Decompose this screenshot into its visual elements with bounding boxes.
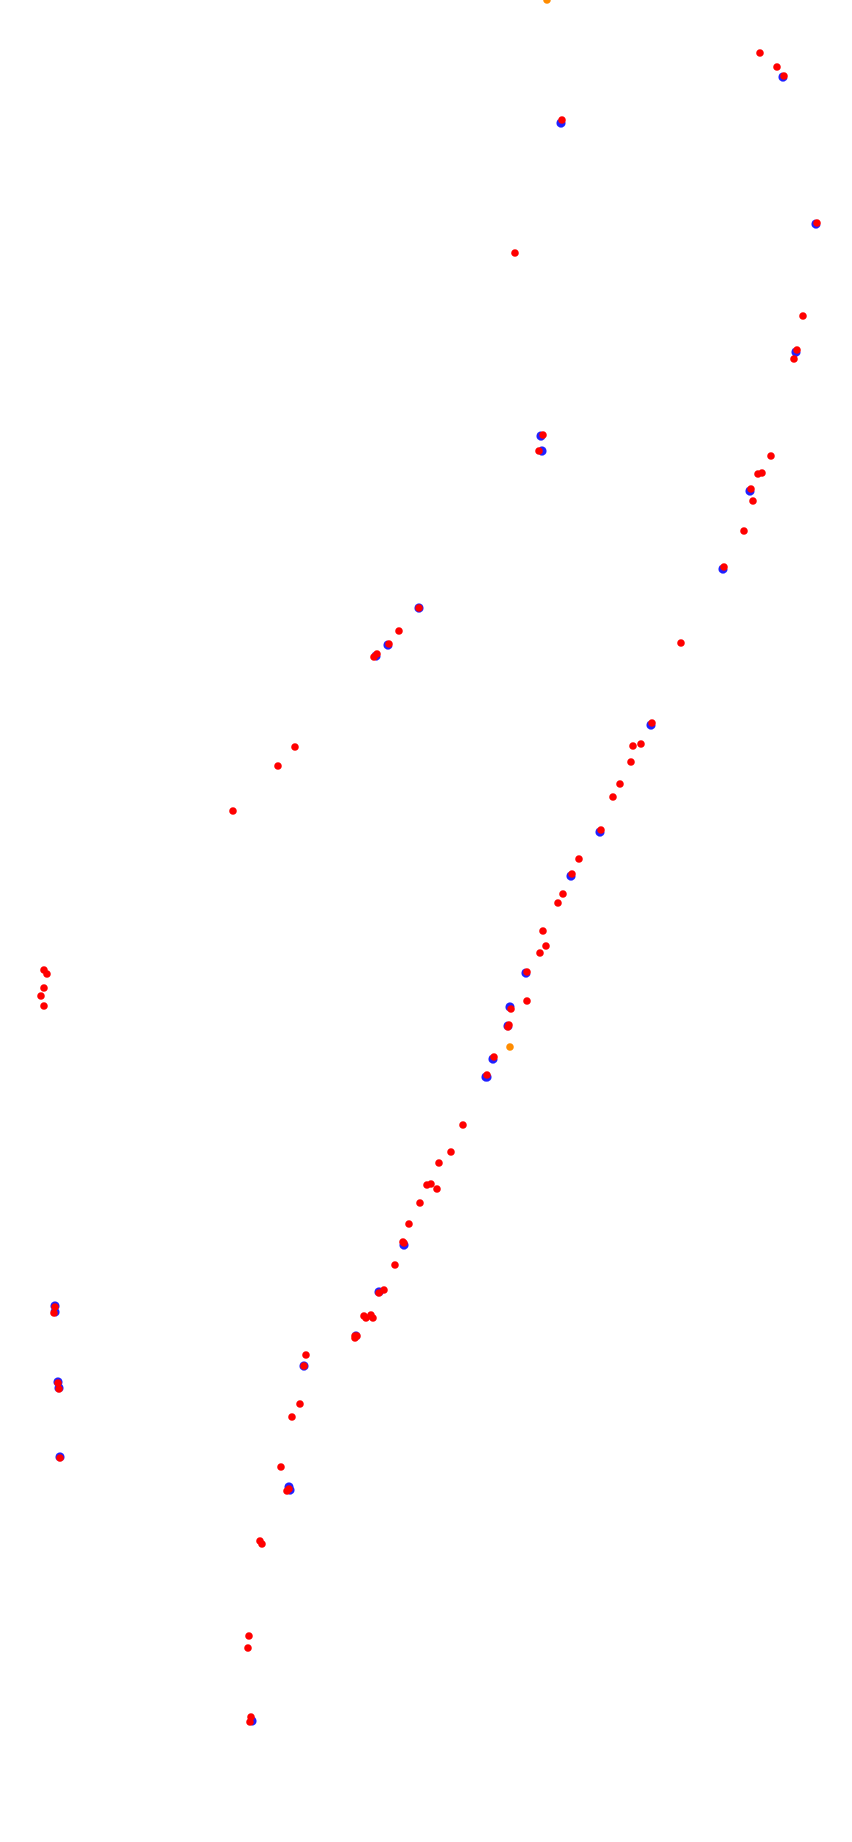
point-orange-1 xyxy=(506,1043,514,1051)
point-orange-0 xyxy=(543,0,551,4)
point-red-49 xyxy=(37,992,45,1000)
point-red-51 xyxy=(490,1053,498,1061)
point-red-45 xyxy=(523,997,531,1005)
point-red-4 xyxy=(813,219,821,227)
point-red-54 xyxy=(447,1148,455,1156)
point-red-86 xyxy=(258,1540,266,1548)
point-red-18 xyxy=(415,604,423,612)
point-red-79 xyxy=(300,1362,308,1370)
point-red-55 xyxy=(435,1159,443,1167)
point-red-57 xyxy=(423,1181,431,1189)
point-red-63 xyxy=(399,1238,407,1246)
point-red-62 xyxy=(391,1261,399,1269)
point-red-26 xyxy=(629,742,637,750)
series-blue-layer xyxy=(50,72,821,1726)
point-red-23 xyxy=(370,653,378,661)
point-red-40 xyxy=(523,968,531,976)
point-red-48 xyxy=(40,984,48,992)
point-red-78 xyxy=(302,1351,310,1359)
point-red-90 xyxy=(246,1718,254,1726)
point-red-1 xyxy=(773,63,781,71)
point-red-50 xyxy=(40,1002,48,1010)
point-red-31 xyxy=(609,793,617,801)
point-red-16 xyxy=(740,527,748,535)
point-red-38 xyxy=(542,942,550,950)
point-red-74 xyxy=(50,1309,58,1317)
point-red-32 xyxy=(597,826,605,834)
point-red-29 xyxy=(274,762,282,770)
point-red-7 xyxy=(793,346,801,354)
point-red-20 xyxy=(395,627,403,635)
point-red-0 xyxy=(756,49,764,57)
point-red-52 xyxy=(483,1071,491,1079)
series-red-layer xyxy=(37,49,821,1726)
point-red-2 xyxy=(780,72,788,80)
point-red-13 xyxy=(754,470,762,478)
point-red-6 xyxy=(799,312,807,320)
point-red-25 xyxy=(637,740,645,748)
point-red-88 xyxy=(244,1644,252,1652)
point-red-11 xyxy=(767,452,775,460)
point-red-72 xyxy=(369,1314,377,1322)
point-red-21 xyxy=(385,640,393,648)
point-red-3 xyxy=(558,116,566,124)
point-red-27 xyxy=(627,758,635,766)
point-red-28 xyxy=(291,743,299,751)
point-red-14 xyxy=(747,485,755,493)
point-red-83 xyxy=(283,1487,291,1495)
point-red-41 xyxy=(507,1005,515,1013)
point-red-65 xyxy=(375,1289,383,1297)
point-red-75 xyxy=(54,1379,62,1387)
point-red-59 xyxy=(416,1199,424,1207)
point-red-24 xyxy=(648,719,656,727)
point-red-61 xyxy=(405,1220,413,1228)
point-red-19 xyxy=(677,639,685,647)
point-red-70 xyxy=(360,1312,368,1320)
point-red-5 xyxy=(511,249,519,257)
point-red-76 xyxy=(55,1385,63,1393)
point-red-17 xyxy=(720,563,728,571)
point-red-81 xyxy=(288,1413,296,1421)
point-red-53 xyxy=(459,1121,467,1129)
point-red-36 xyxy=(554,899,562,907)
point-red-33 xyxy=(575,855,583,863)
point-red-44 xyxy=(229,807,237,815)
point-red-84 xyxy=(277,1463,285,1471)
point-red-73 xyxy=(51,1303,59,1311)
point-red-9 xyxy=(539,431,547,439)
point-red-35 xyxy=(559,890,567,898)
point-red-47 xyxy=(43,970,51,978)
point-red-34 xyxy=(568,870,576,878)
point-red-80 xyxy=(296,1400,304,1408)
point-red-37 xyxy=(539,927,547,935)
point-red-15 xyxy=(749,497,757,505)
point-red-43 xyxy=(504,1023,512,1031)
point-red-87 xyxy=(245,1632,253,1640)
point-red-10 xyxy=(535,447,543,455)
point-red-77 xyxy=(56,1454,64,1462)
point-red-71 xyxy=(351,1332,359,1340)
point-red-8 xyxy=(790,355,798,363)
point-red-30 xyxy=(616,780,624,788)
point-red-39 xyxy=(536,949,544,957)
series-orange-layer xyxy=(506,0,551,1051)
point-red-58 xyxy=(433,1185,441,1193)
